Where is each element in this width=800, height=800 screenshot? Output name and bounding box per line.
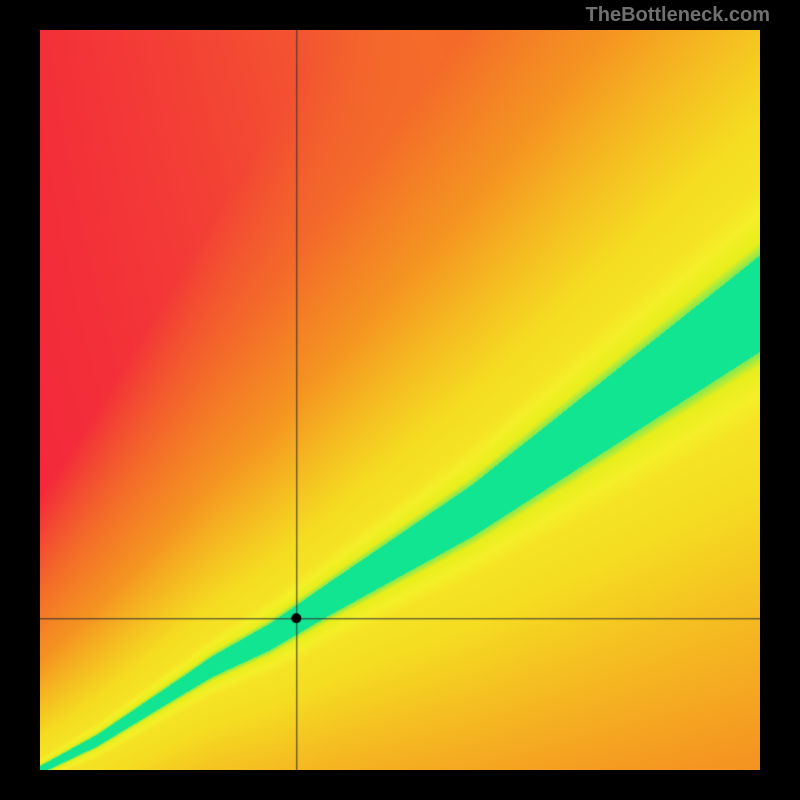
heatmap-plot [40, 30, 760, 770]
watermark-text: TheBottleneck.com [586, 4, 770, 27]
heatmap-canvas [40, 30, 760, 770]
figure-root: TheBottleneck.com [0, 0, 800, 800]
